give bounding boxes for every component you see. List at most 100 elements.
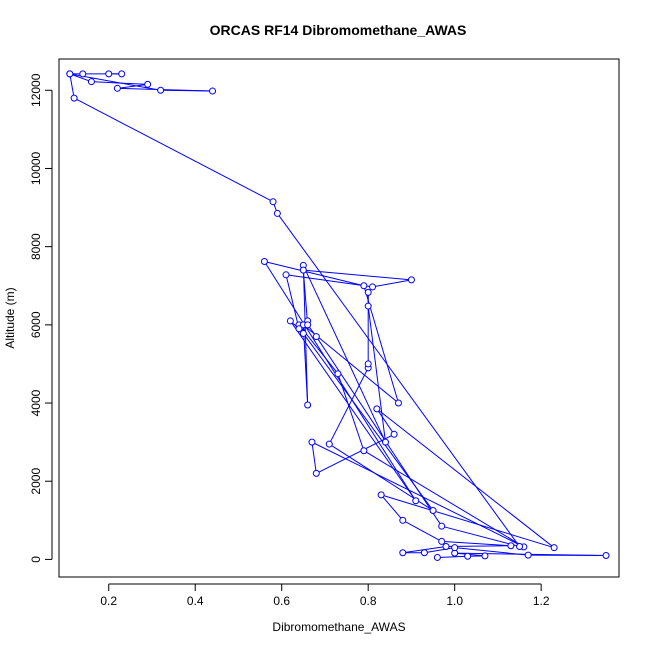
x-tick-label: 0.4 [187, 594, 204, 608]
series-line-segment [381, 494, 555, 549]
series-line-segment [311, 441, 525, 548]
data-point [364, 360, 372, 368]
data-point [381, 438, 389, 446]
series-line-segment [402, 519, 442, 542]
series-line-segment [285, 274, 300, 329]
series-line-segment [302, 324, 309, 406]
data-point [70, 94, 78, 102]
data-point [269, 198, 277, 206]
series-line-segment [302, 265, 386, 443]
data-point [464, 552, 472, 560]
series-line-segment [424, 547, 455, 554]
data-point [429, 507, 437, 515]
series-line-segment [441, 540, 511, 547]
y-tick-label: 8000 [29, 233, 43, 260]
data-point [308, 438, 316, 446]
y-tick-label: 0 [29, 556, 43, 563]
x-tick-label: 0.6 [273, 594, 290, 608]
data-point [420, 549, 428, 557]
data-point [399, 549, 407, 557]
data-point [438, 537, 446, 545]
data-point [325, 440, 333, 448]
data-point [282, 271, 290, 279]
data-point [399, 516, 407, 524]
data-point [286, 317, 294, 325]
series-line-segment [380, 494, 404, 521]
x-tick-label: 1.0 [446, 594, 463, 608]
series-line-segment [285, 274, 373, 288]
data-point [364, 302, 372, 310]
x-tick-label: 0.8 [360, 594, 377, 608]
series-line-segment [363, 450, 525, 548]
data-point [481, 552, 489, 560]
data-point [299, 266, 307, 274]
series-line-segment [441, 525, 520, 547]
y-axis: 0 2000 4000 6000 8000 10000 12000 [29, 73, 53, 563]
series-line-segment [117, 83, 148, 89]
data-point [260, 258, 268, 266]
data-point [87, 78, 95, 86]
data-point [295, 325, 303, 333]
series-line-segment [303, 269, 412, 281]
series-line-segment [311, 442, 317, 474]
series-line-segment [276, 213, 520, 547]
data-point [369, 283, 377, 291]
series-line-segment [160, 89, 213, 92]
series-line-segment [376, 408, 555, 549]
data-point [79, 70, 87, 78]
data-point [299, 329, 307, 337]
y-tick-label: 2000 [29, 468, 43, 495]
series-line-segment [372, 279, 412, 288]
data-point [550, 544, 558, 552]
data-point [273, 209, 281, 217]
chart-title: ORCAS RF14 Dibromomethane_AWAS [210, 22, 467, 38]
data-point [373, 405, 381, 413]
series-line-segment [289, 320, 417, 502]
x-axis-label: Dibromomethane_AWAS [272, 620, 405, 634]
data-point [360, 282, 368, 290]
data-point [304, 401, 312, 409]
data-series [66, 70, 610, 561]
data-point [524, 551, 532, 559]
series-line-segment [376, 408, 395, 435]
data-point [113, 84, 121, 92]
data-point [157, 86, 165, 94]
data-point [312, 333, 320, 341]
series-line-segment [263, 261, 417, 502]
data-point [304, 321, 312, 329]
data-point [66, 70, 74, 78]
data-point [507, 542, 515, 550]
series-line-segment [437, 555, 468, 558]
x-tick-label: 1.2 [533, 594, 550, 608]
data-point [602, 551, 610, 559]
data-point [377, 491, 385, 499]
data-point [105, 70, 113, 78]
series-line-segment [454, 547, 529, 556]
series-line-segment [367, 306, 386, 443]
data-point [412, 497, 420, 505]
series-line-segment [315, 336, 443, 527]
data-point [144, 80, 152, 88]
data-point [334, 370, 342, 378]
data-point [442, 543, 450, 551]
data-point [312, 469, 320, 477]
data-point [516, 543, 524, 551]
y-tick-label: 4000 [29, 389, 43, 416]
data-point [360, 447, 368, 455]
data-point [394, 399, 402, 407]
data-point [433, 553, 441, 561]
data-point [364, 288, 372, 296]
data-point [390, 430, 398, 438]
series-line-segment [69, 73, 75, 99]
series-line-segment [69, 73, 92, 83]
series-line-segment [73, 97, 274, 203]
plot-frame [58, 58, 620, 578]
series-line-segment [328, 367, 369, 445]
y-tick-label: 10000 [29, 151, 43, 185]
data-point [438, 522, 446, 530]
data-point [451, 544, 459, 552]
data-point [209, 87, 217, 95]
series-line-segment [302, 270, 309, 325]
